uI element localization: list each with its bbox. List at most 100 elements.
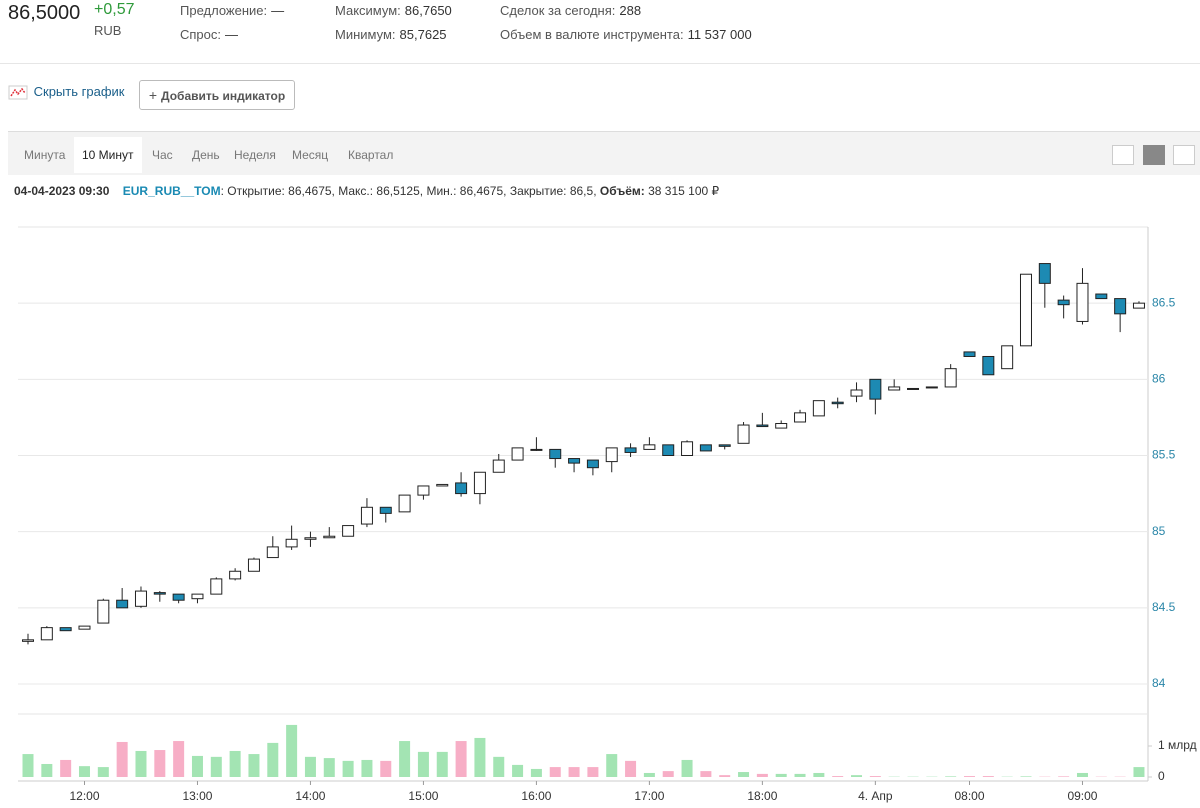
- candle-body: [831, 401, 844, 405]
- volume-bar: [229, 750, 241, 777]
- volume-bar: [210, 756, 222, 777]
- candle-body: [963, 351, 976, 357]
- candle-body: [1095, 293, 1108, 300]
- candle-body: [455, 482, 468, 495]
- candle-body: [1001, 345, 1014, 370]
- volume-bar: [1133, 767, 1145, 777]
- x-tick-label: 12:00: [69, 789, 99, 803]
- candle-body: [266, 546, 279, 559]
- stat: Сделок за сегодня: 288: [500, 2, 641, 20]
- info-line: 04-04-2023 09:30 EUR_RUB__TOM: Открытие:…: [14, 184, 719, 198]
- candle-body: [304, 537, 317, 540]
- x-tick-label: 13:00: [182, 789, 212, 803]
- candle-body: [78, 625, 91, 630]
- candle-body: [1132, 302, 1145, 309]
- candle-body: [794, 412, 807, 423]
- candle-body: [511, 447, 524, 461]
- volume-bar: [775, 773, 787, 777]
- line-chart-toggle[interactable]: [1112, 145, 1134, 165]
- volume-bar: [964, 776, 975, 777]
- stat: Предложение: —: [180, 2, 284, 20]
- stat-value: 11 537 000: [687, 27, 752, 42]
- volume-bar: [417, 751, 429, 777]
- volume-bar: [399, 741, 411, 777]
- candle-body: [229, 570, 242, 580]
- candle-body: [473, 471, 486, 495]
- y-tick-label: 84.5: [1152, 600, 1176, 614]
- candle-body: [1057, 299, 1070, 306]
- volume-bar: [1058, 776, 1070, 777]
- candle-body: [718, 444, 731, 447]
- volume-bar: [982, 776, 994, 777]
- candle-body: [285, 538, 298, 548]
- candle-body: [586, 459, 599, 469]
- info-summary: : Открытие: 86,4675, Макс.: 86,5125, Мин…: [220, 184, 597, 198]
- candle-body: [116, 599, 129, 609]
- candle-body: [342, 525, 355, 537]
- candle-body: [944, 368, 957, 388]
- candle-body: [568, 458, 581, 464]
- bar-chart-toggle[interactable]: [1173, 145, 1195, 165]
- candle-chart-toggle[interactable]: [1143, 145, 1165, 165]
- candle-body: [323, 535, 336, 539]
- volume-bar: [869, 776, 881, 777]
- currency: RUB: [94, 23, 122, 38]
- volume-bar: [41, 763, 53, 777]
- candle-body: [134, 590, 147, 607]
- volume-bar: [154, 750, 166, 777]
- volume-bar: [832, 776, 844, 777]
- info-ticker: EUR_RUB__TOM: [122, 184, 221, 198]
- volume-bar: [248, 754, 260, 777]
- stat-value: 85,7625: [399, 27, 447, 42]
- volume-bar: [191, 755, 203, 777]
- volume-bar: [78, 766, 90, 777]
- volume-tick-label: 0: [1158, 769, 1165, 783]
- candle-body: [172, 593, 185, 601]
- add-indicator-label: Добавить индикатор: [161, 89, 286, 103]
- volume-bar: [945, 776, 957, 777]
- x-tick-label: 16:00: [521, 789, 551, 803]
- volume-bar: [1076, 772, 1088, 777]
- volume-bar: [173, 741, 185, 777]
- volume-bar: [530, 768, 542, 777]
- volume-bar: [738, 772, 750, 777]
- volume-bar: [662, 771, 674, 777]
- volume-bar: [681, 759, 693, 777]
- candle-body: [643, 444, 656, 450]
- info-volume-label: Объём:: [599, 184, 645, 198]
- tab[interactable]: Месяц: [292, 148, 329, 162]
- add-indicator-button[interactable]: + Добавить индикатор: [139, 80, 295, 110]
- volume-bar: [455, 741, 467, 777]
- tab[interactable]: Квартал: [348, 148, 394, 162]
- stat-label: Спрос:: [180, 27, 221, 42]
- tab[interactable]: 10 Минут: [74, 137, 142, 173]
- tab[interactable]: День: [192, 148, 220, 162]
- stat-label: Минимум:: [335, 27, 396, 42]
- volume-bar: [286, 724, 298, 777]
- candle-body: [925, 386, 938, 389]
- hide-chart-label: Скрыть график: [33, 84, 125, 99]
- candle-body: [247, 558, 260, 572]
- tab[interactable]: Неделя: [234, 148, 276, 162]
- volume-bar: [719, 775, 731, 777]
- candle-body: [775, 423, 788, 429]
- x-tick-label: 15:00: [408, 789, 438, 803]
- volume-bar: [267, 742, 279, 777]
- volume-bar: [60, 759, 72, 777]
- stat-value: —: [225, 27, 238, 42]
- volume-bar: [116, 741, 128, 777]
- candle-body: [97, 599, 110, 624]
- volume-bar: [606, 754, 618, 777]
- candle-body: [605, 447, 618, 463]
- candle-body: [549, 448, 562, 460]
- stat: Объем в валюте инструмента: 11 537 000: [500, 26, 752, 44]
- volume-bar: [643, 772, 655, 777]
- tab[interactable]: Минута: [24, 148, 66, 162]
- hide-chart-button[interactable]: Скрыть график: [8, 84, 124, 101]
- tab[interactable]: Час: [152, 148, 173, 162]
- chart-icon: [8, 85, 28, 100]
- volume-bar: [587, 767, 599, 777]
